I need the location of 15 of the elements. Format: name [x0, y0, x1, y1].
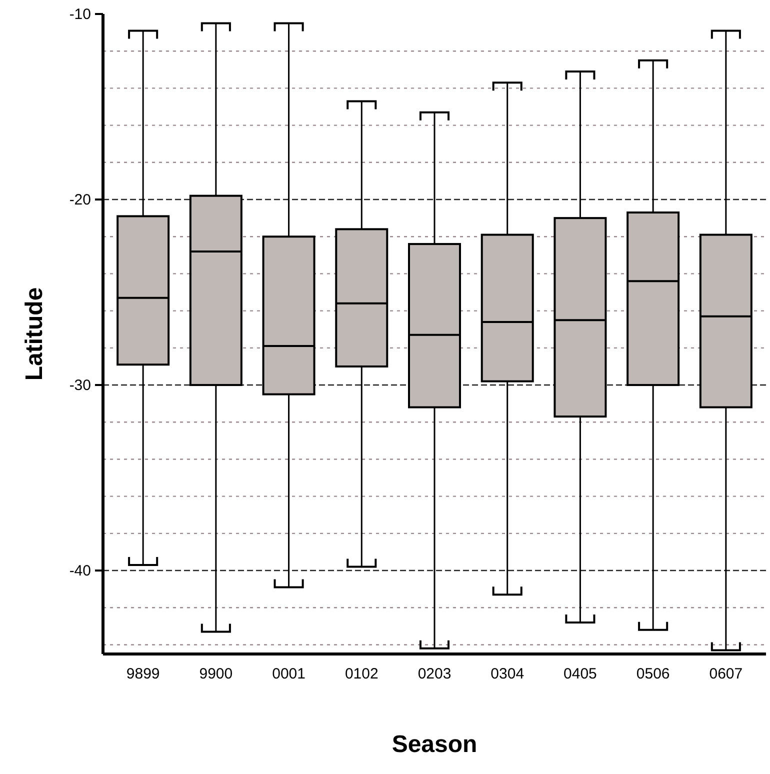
x-tick-label: 0102	[344, 666, 378, 683]
x-axis-title: Season	[392, 731, 478, 758]
y-tick-label: -30	[69, 376, 91, 394]
y-tick-label: -40	[69, 562, 91, 580]
x-tick-label: 0607	[709, 666, 743, 683]
x-tick-label: 0203	[418, 666, 452, 683]
y-tick-label: -20	[69, 191, 91, 208]
x-tick-label: 0001	[272, 666, 306, 683]
x-tick-label: 0405	[564, 666, 597, 683]
y-axis-title: Latitude	[21, 287, 48, 381]
x-tick-label: 0506	[636, 666, 670, 683]
x-tick-label: 0304	[490, 666, 524, 683]
x-tick-label: 9900	[199, 666, 233, 683]
x-tick-label: 9899	[126, 666, 160, 683]
y-tick-label: -10	[69, 6, 91, 23]
